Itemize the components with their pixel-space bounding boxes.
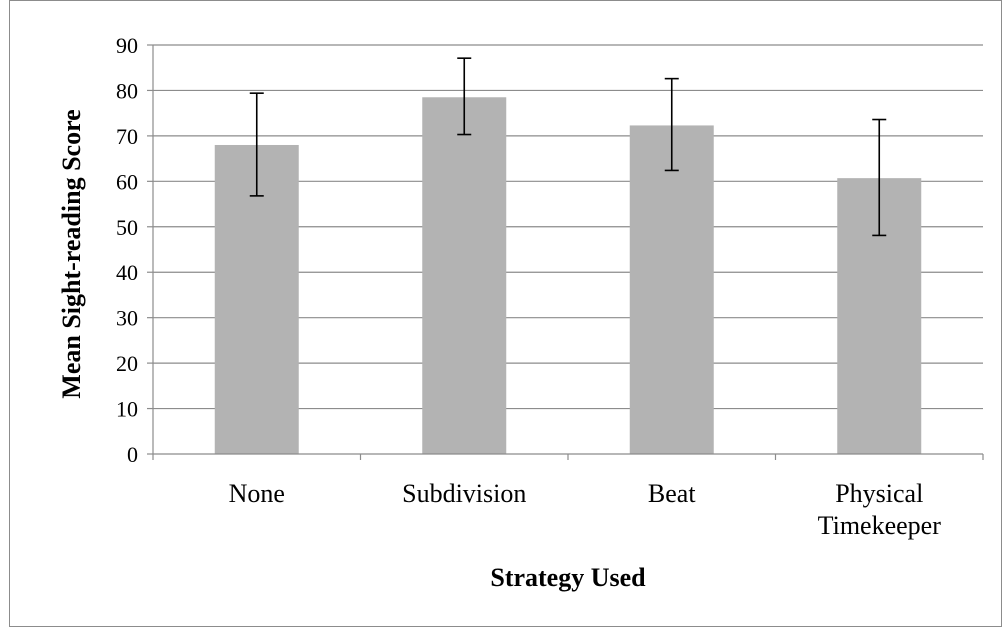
bar	[629, 125, 714, 454]
x-tick-label: Subdivision	[402, 479, 526, 508]
y-tick-label: 20	[116, 351, 138, 376]
y-tick-label: 10	[116, 397, 138, 422]
error-bar	[249, 92, 264, 197]
x-tick-label: Timekeeper	[818, 511, 942, 540]
x-axis-title: Strategy Used	[490, 563, 646, 592]
y-tick-label: 60	[116, 169, 138, 194]
y-tick-label: 50	[116, 215, 138, 240]
y-tick-label: 70	[116, 124, 138, 149]
y-tick-label: 40	[116, 260, 138, 285]
y-axis-title: Mean Sight-reading Score	[57, 109, 86, 398]
x-tick-label: None	[229, 479, 285, 508]
y-tick-labels: 0 10 20 30 40 50 60 70 80 90	[116, 33, 138, 467]
bar	[422, 97, 507, 454]
y-tick-label: 90	[116, 33, 138, 58]
bars	[214, 97, 922, 454]
x-tick-label: Physical	[835, 479, 923, 508]
y-tick-label: 0	[127, 442, 138, 467]
y-tick-label: 80	[116, 78, 138, 103]
y-tick-label: 30	[116, 306, 138, 331]
error-bars	[249, 57, 887, 237]
error-bar	[664, 77, 679, 172]
x-tick-labels: None Subdivision Beat Physical Timekeeper	[229, 479, 942, 540]
x-tick-label: Beat	[648, 479, 696, 508]
error-bar	[872, 118, 887, 237]
error-bar	[457, 57, 472, 136]
axes	[152, 45, 984, 460]
